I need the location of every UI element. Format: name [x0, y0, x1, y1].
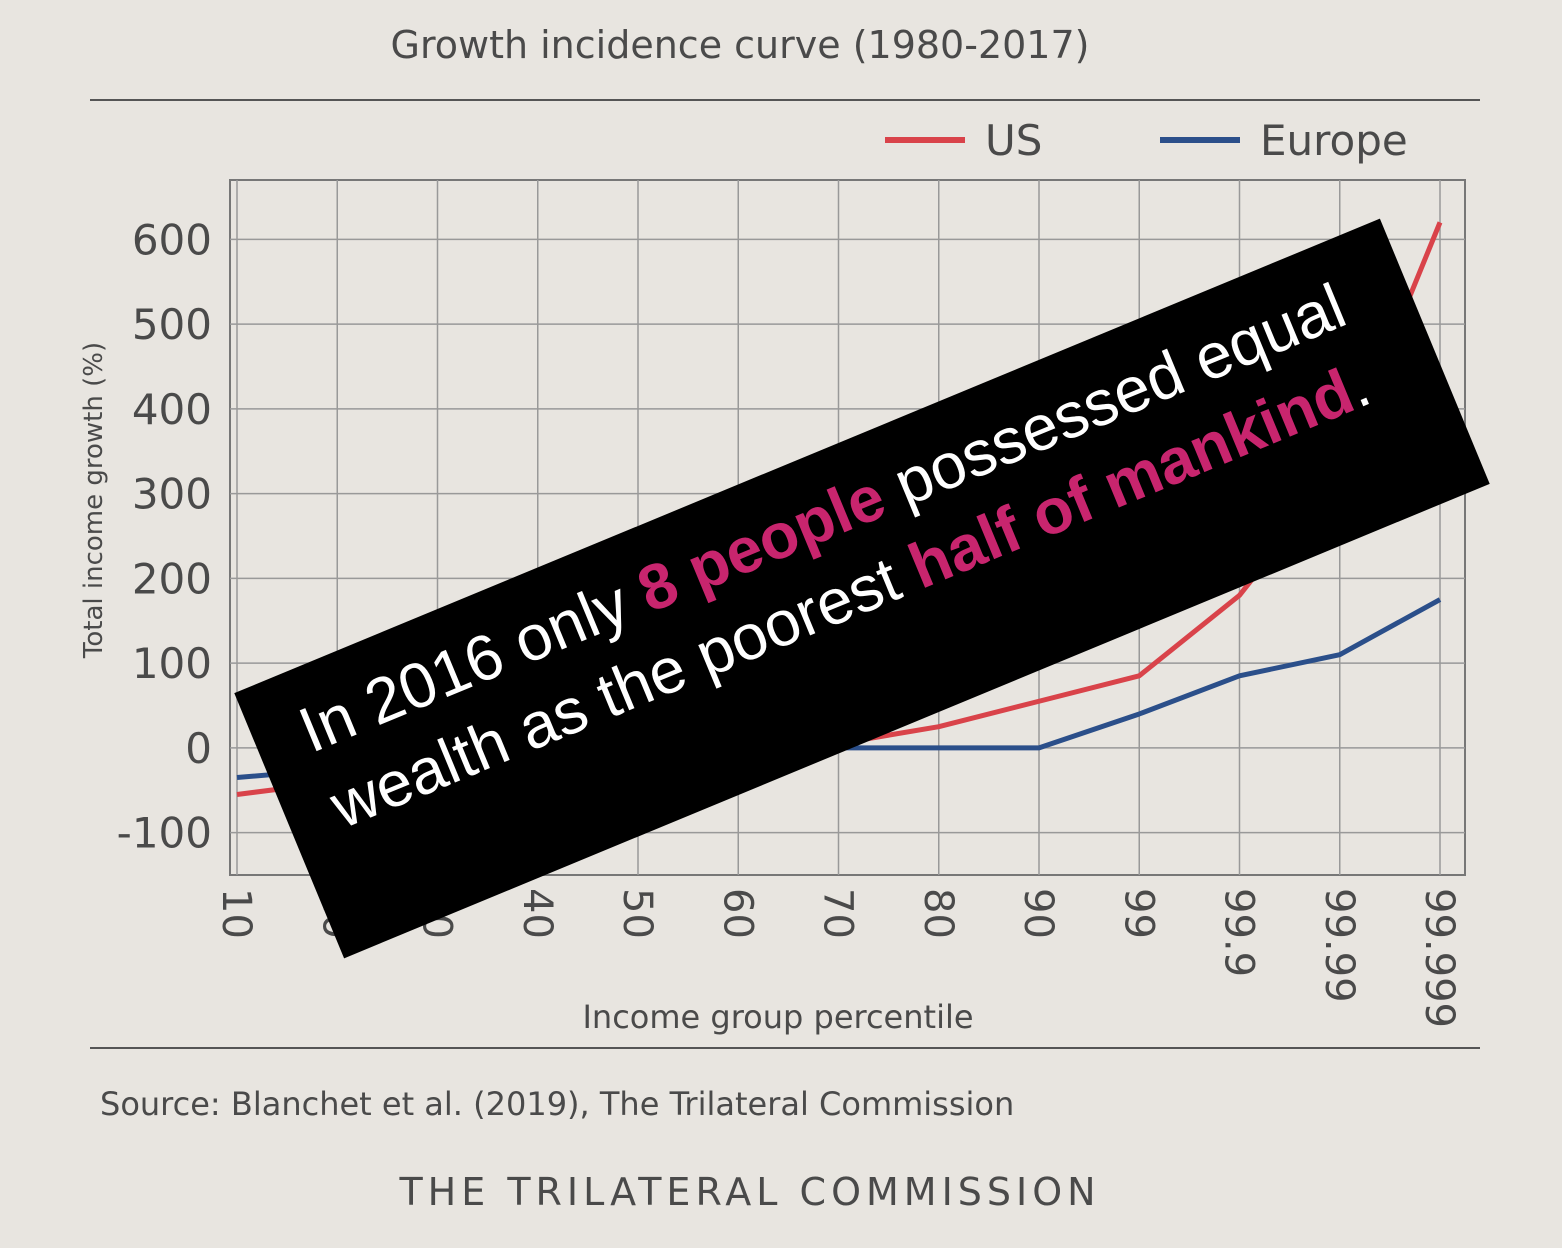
x-tick-label: 90	[1015, 888, 1061, 939]
y-tick-label: 300	[132, 470, 212, 519]
x-tick-label: 40	[514, 888, 560, 939]
y-tick-label: 100	[132, 639, 212, 688]
y-tick-label: -100	[117, 809, 212, 858]
x-tick-label: 99.99	[1316, 888, 1362, 1003]
x-tick-label: 99.999	[1416, 888, 1462, 1028]
y-tick-label: 400	[132, 385, 212, 434]
legend-label: Europe	[1260, 116, 1408, 165]
page: Growth incidence curve (1980-2017) Incom…	[0, 0, 1562, 1248]
y-axis-label: Total income growth (%)	[79, 342, 109, 659]
chart-title: Growth incidence curve (1980-2017)	[391, 23, 1090, 67]
y-tick-label: 0	[185, 724, 212, 773]
source: Source: Blanchet et al. (2019), The Tril…	[100, 1085, 1014, 1123]
x-tick-label: 60	[714, 888, 760, 939]
x-tick-label: 50	[614, 888, 660, 939]
y-tick-label: 200	[132, 554, 212, 603]
footer: THE TRILATERAL COMMISSION	[398, 1170, 1100, 1214]
y-tick-label: 500	[132, 300, 212, 349]
legend-label: US	[985, 116, 1042, 165]
x-tick-label: 10	[213, 888, 259, 939]
x-tick-label: 99	[1115, 888, 1161, 939]
x-tick-label: 99.9	[1216, 888, 1262, 977]
x-tick-label: 80	[915, 888, 961, 939]
y-tick-label: 600	[132, 215, 212, 264]
x-tick-label: 70	[815, 888, 861, 939]
x-axis-label: Income group percentile	[582, 998, 973, 1036]
